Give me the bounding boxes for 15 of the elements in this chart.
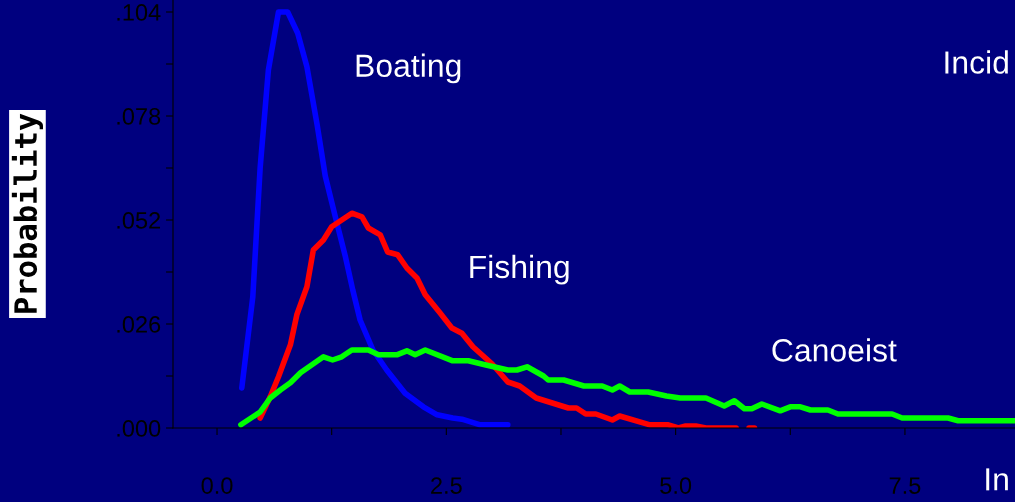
y-tick-label: .026 bbox=[117, 316, 161, 333]
x-tick-label: 2.5 bbox=[431, 477, 462, 494]
y-axis-title: Probability bbox=[11, 113, 43, 313]
y-tick-label: .000 bbox=[117, 420, 161, 437]
y-tick-label: .052 bbox=[117, 212, 161, 229]
annotation: Incid bbox=[945, 50, 1008, 74]
series-label: Canoeist bbox=[772, 338, 897, 362]
y-tick-label: .104 bbox=[117, 4, 161, 21]
y-tick-label: .078 bbox=[117, 108, 161, 125]
series-label: Boating bbox=[356, 53, 461, 84]
x-tick-label: 7.5 bbox=[889, 477, 921, 494]
x-tick-label: 5.0 bbox=[660, 477, 692, 494]
series-label: Fishing bbox=[470, 254, 569, 285]
x-tick-label: 0.0 bbox=[201, 477, 233, 494]
x-axis-title: In bbox=[986, 468, 1008, 491]
